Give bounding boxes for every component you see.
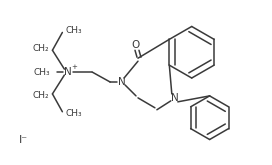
- Text: CH₃: CH₃: [65, 26, 82, 35]
- Text: CH₃: CH₃: [65, 109, 82, 118]
- Text: N: N: [118, 77, 126, 87]
- Text: O: O: [132, 40, 140, 50]
- Text: CH₂: CH₂: [33, 91, 50, 100]
- Text: I⁻: I⁻: [18, 134, 28, 145]
- Text: N: N: [171, 93, 179, 103]
- Text: +: +: [71, 64, 77, 70]
- Text: CH₃: CH₃: [34, 68, 50, 77]
- Text: N: N: [64, 67, 72, 77]
- Text: CH₂: CH₂: [33, 44, 50, 53]
